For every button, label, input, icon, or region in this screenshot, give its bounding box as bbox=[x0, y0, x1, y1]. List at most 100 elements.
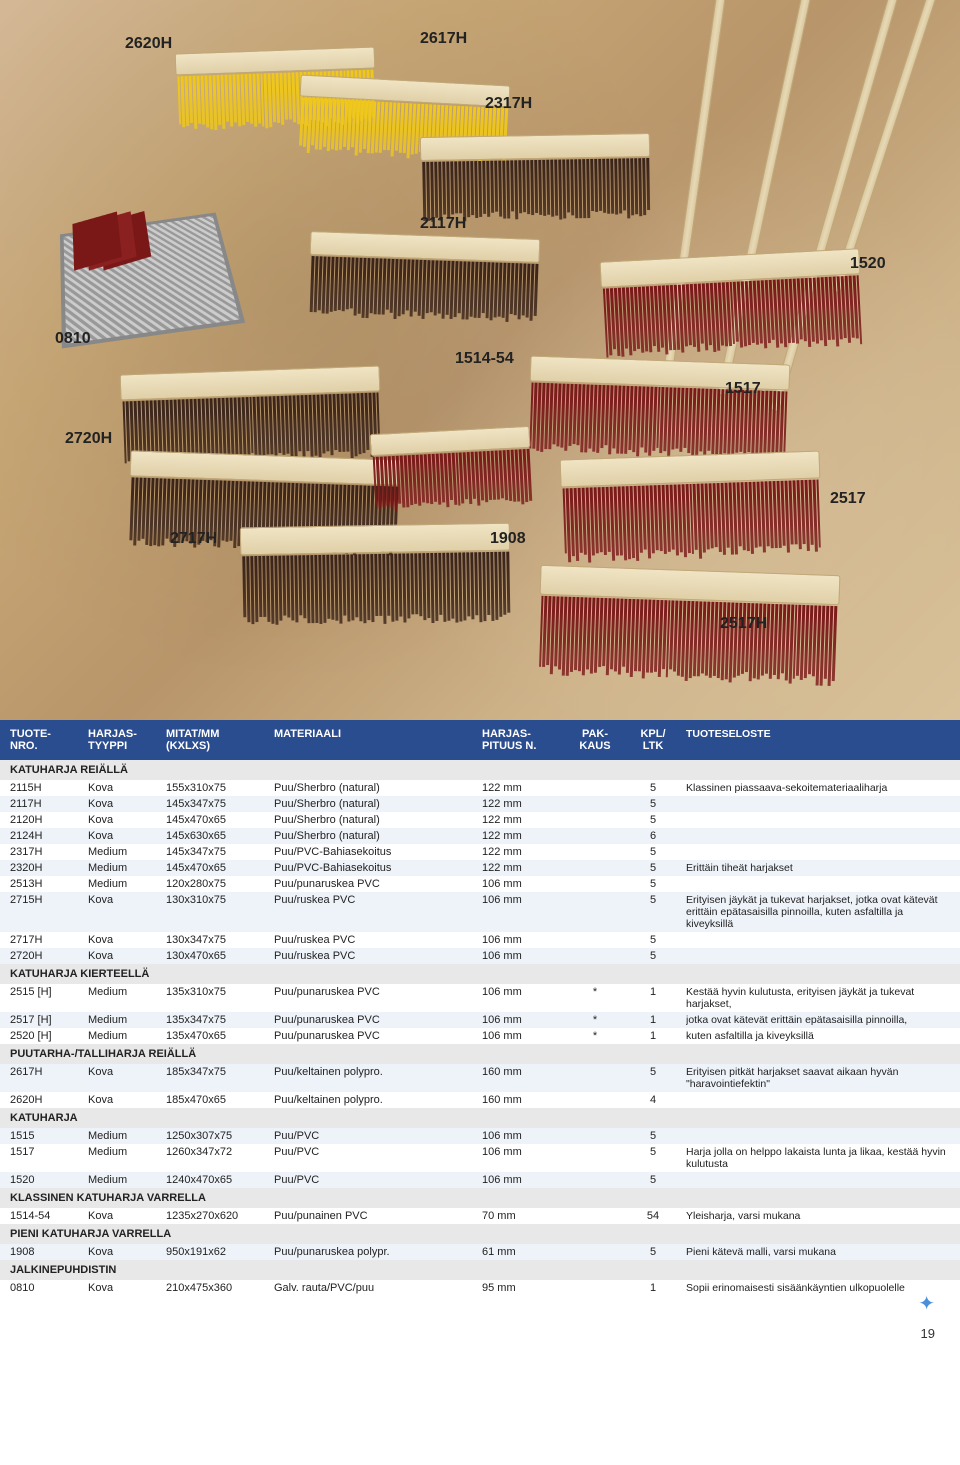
table-row: 2620HKova185x470x65Puu/keltainen polypro… bbox=[0, 1092, 960, 1108]
cell: 135x347x75 bbox=[166, 1014, 266, 1026]
cell-desc bbox=[686, 934, 950, 946]
cell: 5 bbox=[628, 814, 678, 826]
cell: Puu/Sherbro (natural) bbox=[274, 782, 474, 794]
cell: 1260x347x72 bbox=[166, 1146, 266, 1170]
product-label: 2720H bbox=[65, 430, 112, 448]
cell bbox=[570, 1246, 620, 1258]
cell bbox=[570, 814, 620, 826]
cell-desc bbox=[686, 814, 950, 826]
cell: 1514-54 bbox=[10, 1210, 80, 1222]
cell: 2520 [H] bbox=[10, 1030, 80, 1042]
cell: 95 mm bbox=[482, 1282, 562, 1294]
cell: Puu/ruskea PVC bbox=[274, 934, 474, 946]
cell: 185x470x65 bbox=[166, 1094, 266, 1106]
section-header: PIENI KATUHARJA VARRELLA bbox=[0, 1224, 960, 1244]
th-materiaali: MATERIAALI bbox=[274, 728, 474, 752]
cell-desc: Erityisen jäykät ja tukevat harjakset, j… bbox=[686, 894, 950, 930]
cell: Puu/keltainen polypro. bbox=[274, 1066, 474, 1090]
cell: 145x347x75 bbox=[166, 846, 266, 858]
cell bbox=[570, 1174, 620, 1186]
cell-desc: kuten asfaltilla ja kiveyksillä bbox=[686, 1030, 950, 1042]
cell: 2317H bbox=[10, 846, 80, 858]
cell bbox=[570, 1210, 620, 1222]
table-row: 2517 [H]Medium135x347x75Puu/punaruskea P… bbox=[0, 1012, 960, 1028]
cell: Medium bbox=[88, 1030, 158, 1042]
cell: 2617H bbox=[10, 1066, 80, 1090]
section-header: KATUHARJA KIERTEELLÄ bbox=[0, 964, 960, 984]
cell: Puu/punaruskea PVC bbox=[274, 1014, 474, 1026]
cell: 185x347x75 bbox=[166, 1066, 266, 1090]
hero-image: 2620H2617H2317H2117H152008101514-5415172… bbox=[0, 0, 960, 720]
cell: Galv. rauta/PVC/puu bbox=[274, 1282, 474, 1294]
section-header: KLASSINEN KATUHARJA VARRELLA bbox=[0, 1188, 960, 1208]
table-row: 1517Medium1260x347x72Puu/PVC106 mm5Harja… bbox=[0, 1144, 960, 1172]
cell: 2513H bbox=[10, 878, 80, 890]
cell: Puu/punainen PVC bbox=[274, 1210, 474, 1222]
cell: 1515 bbox=[10, 1130, 80, 1142]
cell: 5 bbox=[628, 1174, 678, 1186]
cell bbox=[570, 798, 620, 810]
table-row: 2515 [H]Medium135x310x75Puu/punaruskea P… bbox=[0, 984, 960, 1012]
product-label: 2617H bbox=[420, 30, 467, 48]
cell: 5 bbox=[628, 934, 678, 946]
cell: 106 mm bbox=[482, 950, 562, 962]
table-row: 2115HKova155x310x75Puu/Sherbro (natural)… bbox=[0, 780, 960, 796]
table-row: 2617HKova185x347x75Puu/keltainen polypro… bbox=[0, 1064, 960, 1092]
cell: 1235x270x620 bbox=[166, 1210, 266, 1222]
cell: 210x475x360 bbox=[166, 1282, 266, 1294]
section-header: JALKINEPUHDISTIN bbox=[0, 1260, 960, 1280]
cell: 1 bbox=[628, 986, 678, 1010]
table-row: 2124HKova145x630x65Puu/Sherbro (natural)… bbox=[0, 828, 960, 844]
cell-desc bbox=[686, 878, 950, 890]
cell: 1517 bbox=[10, 1146, 80, 1170]
cell: Medium bbox=[88, 1174, 158, 1186]
cell: 106 mm bbox=[482, 1146, 562, 1170]
cell: 5 bbox=[628, 782, 678, 794]
cell: 135x470x65 bbox=[166, 1030, 266, 1042]
cell: 1240x470x65 bbox=[166, 1174, 266, 1186]
cell: Puu/punaruskea polypr. bbox=[274, 1246, 474, 1258]
cell: 2117H bbox=[10, 798, 80, 810]
product-label: 2317H bbox=[485, 95, 532, 113]
cell: Kova bbox=[88, 782, 158, 794]
cell: Puu/Sherbro (natural) bbox=[274, 798, 474, 810]
cell: 70 mm bbox=[482, 1210, 562, 1222]
cell: 5 bbox=[628, 1066, 678, 1090]
table-row: 2120HKova145x470x65Puu/Sherbro (natural)… bbox=[0, 812, 960, 828]
cell: Puu/keltainen polypro. bbox=[274, 1094, 474, 1106]
cell bbox=[570, 1146, 620, 1170]
product-label: 1517 bbox=[725, 380, 761, 398]
cell: Puu/ruskea PVC bbox=[274, 950, 474, 962]
cell bbox=[570, 1066, 620, 1090]
cell: 160 mm bbox=[482, 1094, 562, 1106]
cell: 1520 bbox=[10, 1174, 80, 1186]
cell: 5 bbox=[628, 894, 678, 930]
cell: 106 mm bbox=[482, 1130, 562, 1142]
cell: 120x280x75 bbox=[166, 878, 266, 890]
product-label: 2517 bbox=[830, 490, 866, 508]
cell-desc: Klassinen piassaava-sekoitemateriaalihar… bbox=[686, 782, 950, 794]
cell: Puu/Sherbro (natural) bbox=[274, 830, 474, 842]
cell: 5 bbox=[628, 1146, 678, 1170]
cell: 5 bbox=[628, 950, 678, 962]
section-header: PUUTARHA-/TALLIHARJA REIÄLLÄ bbox=[0, 1044, 960, 1064]
product-label: 0810 bbox=[55, 330, 91, 348]
cell: 135x310x75 bbox=[166, 986, 266, 1010]
th-seloste: TUOTESELOSTE bbox=[686, 728, 950, 752]
table-row: 1515Medium1250x307x75Puu/PVC106 mm5 bbox=[0, 1128, 960, 1144]
cell: 2120H bbox=[10, 814, 80, 826]
table-row: 1908Kova950x191x62Puu/punaruskea polypr.… bbox=[0, 1244, 960, 1260]
brush bbox=[175, 47, 376, 76]
table-row: 0810Kova210x475x360Galv. rauta/PVC/puu95… bbox=[0, 1280, 960, 1296]
th-harjas: HARJAS- TYYPPI bbox=[88, 728, 158, 752]
cell-desc: Sopii erinomaisesti sisäänkäyntien ulkop… bbox=[686, 1282, 950, 1294]
table-row: 2715HKova130x310x75Puu/ruskea PVC106 mm5… bbox=[0, 892, 960, 932]
cell: 950x191x62 bbox=[166, 1246, 266, 1258]
cell: 145x347x75 bbox=[166, 798, 266, 810]
cell bbox=[570, 862, 620, 874]
cell: Medium bbox=[88, 986, 158, 1010]
th-pituus: HARJAS- PITUUS N. bbox=[482, 728, 562, 752]
cell: 106 mm bbox=[482, 1030, 562, 1042]
cell: 6 bbox=[628, 830, 678, 842]
table-row: 2320HMedium145x470x65Puu/PVC-Bahiasekoit… bbox=[0, 860, 960, 876]
